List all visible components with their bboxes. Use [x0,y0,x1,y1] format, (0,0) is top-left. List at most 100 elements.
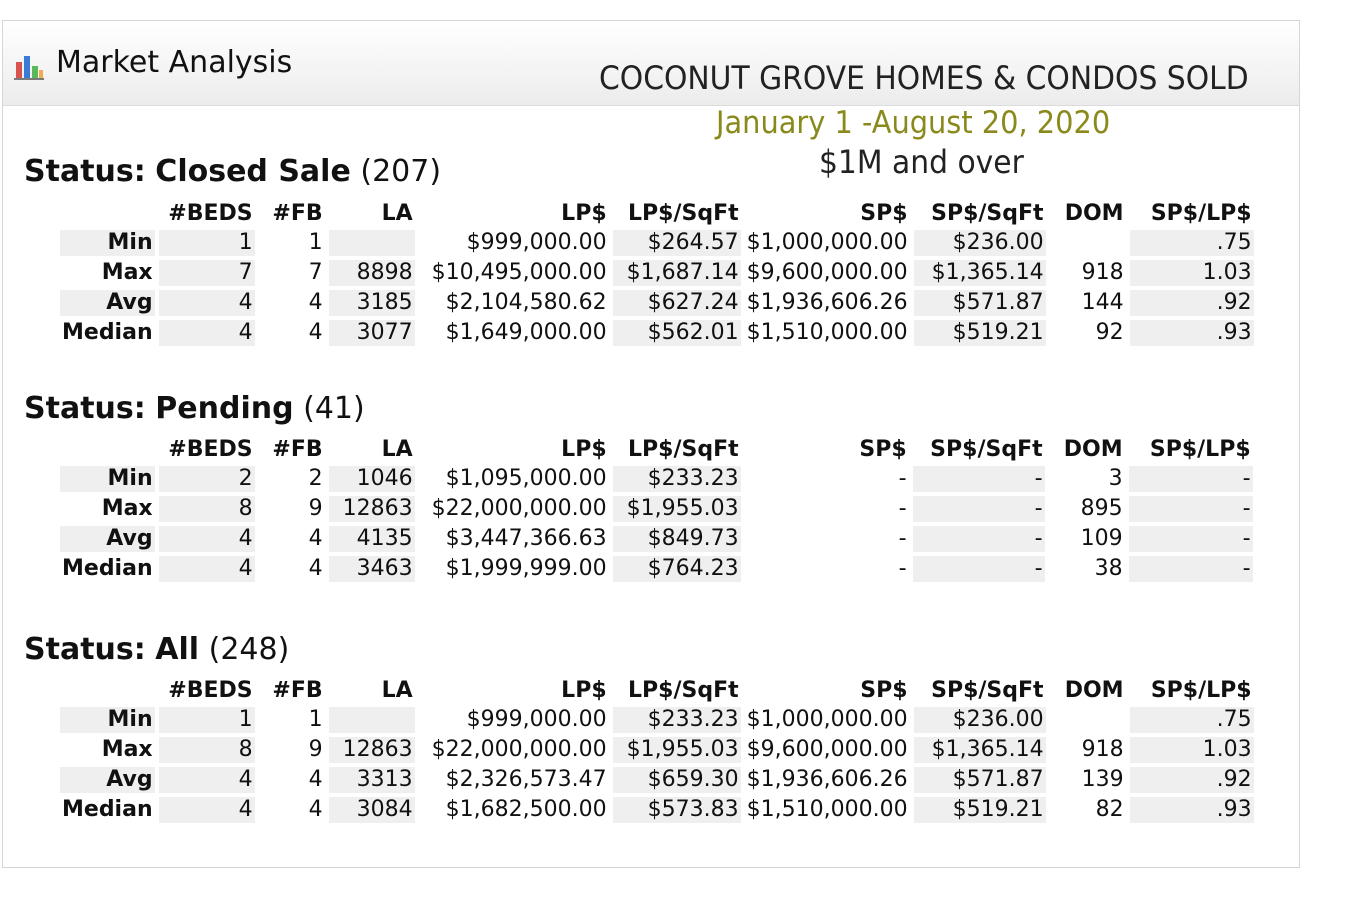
row-label: Max [101,737,153,762]
table-cell: 9 [308,496,323,521]
table-row: Avg 4 4 3313 $2,326,573.47 $659.30 $1,936,606.… [60,767,1254,793]
table-cell: 4 [158,290,255,316]
table-cell: $1,649,000.00 [445,320,607,345]
row-label: Avg [60,526,155,552]
table-row: Avg 4 4 4135 $3,447,366.63 $849.73- -109- [60,526,1253,552]
stats-table-2: #BEDS #FB LA LP$ LP$/SqFt SP$ SP$/SqFt DOM SP$/L… [56,673,1258,827]
table-cell: 139 [1081,767,1124,792]
table-cell: - [912,466,1045,492]
table-cell: $1,000,000.00 [746,707,908,732]
table-cell: - [1128,556,1253,582]
bar-chart-icon [14,56,44,80]
table-cell: 4 [308,797,323,822]
table-header-row: #BEDS #FB LA LP$ LP$/SqFt SP$ SP$/SqFt DOM SP$/L… [60,200,1254,226]
table-cell: 1046 [328,466,415,492]
table-row: Median 4 4 3084 $1,682,500.00 $573.83 $1,510,0… [60,797,1254,823]
table-row: Median 4 4 3463 $1,999,999.00 $764.23- -38- [60,556,1253,582]
table-cell: 12863 [328,737,415,763]
column-header: DOM [1064,200,1124,226]
row-label: Avg [60,290,155,316]
column-header: DOM [1063,436,1123,462]
table-cell: $1,510,000.00 [746,797,908,822]
table-cell: $562.01 [612,320,741,346]
table-cell: 8 [158,737,255,763]
column-header: #BEDS [168,200,253,226]
table-cell [328,230,415,256]
table-cell: 3077 [328,320,415,346]
row-label: Min [60,230,155,256]
table-cell: $22,000,000.00 [431,496,607,521]
column-header: #BEDS [168,677,253,703]
table-cell: $1,510,000.00 [746,320,908,345]
panel-header: Market Analysis [3,21,1299,106]
table-cell: 918 [1081,260,1124,285]
header-blank [60,436,155,462]
table-cell: $764.23 [612,556,741,582]
table-cell: $1,365.14 [913,260,1046,286]
table-cell: - [912,526,1045,552]
table-cell: - [1128,466,1253,492]
table-cell: 2 [158,466,255,492]
row-label: Avg [60,767,155,793]
column-header: #FB [272,677,323,703]
column-header: SP$/LP$ [1149,436,1251,462]
table-cell: $571.87 [913,290,1046,316]
table-cell: 1 [308,707,323,732]
column-header: #BEDS [168,436,253,462]
table-cell: 895 [1080,496,1123,521]
row-label: Median [62,556,153,581]
table-cell: .93 [1129,797,1254,823]
section-heading-1: Status: Pending (41) [24,391,365,426]
table-cell: 7 [308,260,323,285]
section-heading-2: Status: All (248) [24,632,289,667]
column-header: LA [381,677,413,703]
table-cell: $2,326,573.47 [445,767,607,792]
table-cell: 4 [308,556,323,581]
table-cell: 1 [308,230,323,255]
column-header: #FB [272,436,323,462]
table-cell: - [912,556,1045,582]
table-cell: $1,955.03 [612,737,741,763]
table-row: Avg 4 4 3185 $2,104,580.62 $627.24 $1,936,606.… [60,290,1254,316]
table-cell: $9,600,000.00 [746,737,908,762]
table-cell: .75 [1129,707,1254,733]
panel-title: Market Analysis [56,45,293,80]
table-cell: 4 [308,526,323,551]
table-cell: 4 [308,767,323,792]
table-cell: 12863 [328,496,415,522]
banner-subtitle: $1M and over [819,143,1024,181]
table-cell: $849.73 [612,526,741,552]
table-cell: 8898 [328,260,415,286]
column-header: SP$/LP$ [1150,200,1252,226]
table-cell: 4 [308,320,323,345]
column-header: LP$ [561,677,607,703]
row-label: Min [60,707,155,733]
table-cell: $1,682,500.00 [445,797,607,822]
table-cell: $627.24 [612,290,741,316]
table-cell: $659.30 [612,767,741,793]
table-header-row: #BEDS #FB LA LP$ LP$/SqFt SP$ SP$/SqFt DOM SP$/L… [60,436,1253,462]
table-cell: 9 [308,737,323,762]
status-count: (41) [303,391,365,426]
column-header: SP$/SqFt [931,677,1044,703]
table-cell: $233.23 [612,707,741,733]
table-cell: 7 [158,260,255,286]
table-cell: 4135 [328,526,415,552]
table-cell: - [1128,496,1253,522]
table-cell: $999,000.00 [466,707,607,732]
table-cell: - [898,466,907,491]
column-header: SP$/SqFt [930,436,1043,462]
row-label: Min [60,466,155,492]
table-row: Min 1 1 $999,000.00 $233.23 $1,000,000.00 $236… [60,707,1254,733]
table-row: Min 1 1 $999,000.00 $264.57 $1,000,000.00 $236… [60,230,1254,256]
column-header: LA [381,200,413,226]
status-name: All [155,632,200,667]
row-label: Median [62,797,153,822]
stats-table-1: #BEDS #FB LA LP$ LP$/SqFt SP$ SP$/SqFt DOM SP$/L… [56,432,1257,586]
table-cell: 1 [158,707,255,733]
column-header: SP$/SqFt [931,200,1044,226]
status-name: Closed Sale [155,154,351,189]
table-cell: 144 [1081,290,1124,315]
table-cell: $1,365.14 [913,737,1046,763]
table-cell: 918 [1081,737,1124,762]
